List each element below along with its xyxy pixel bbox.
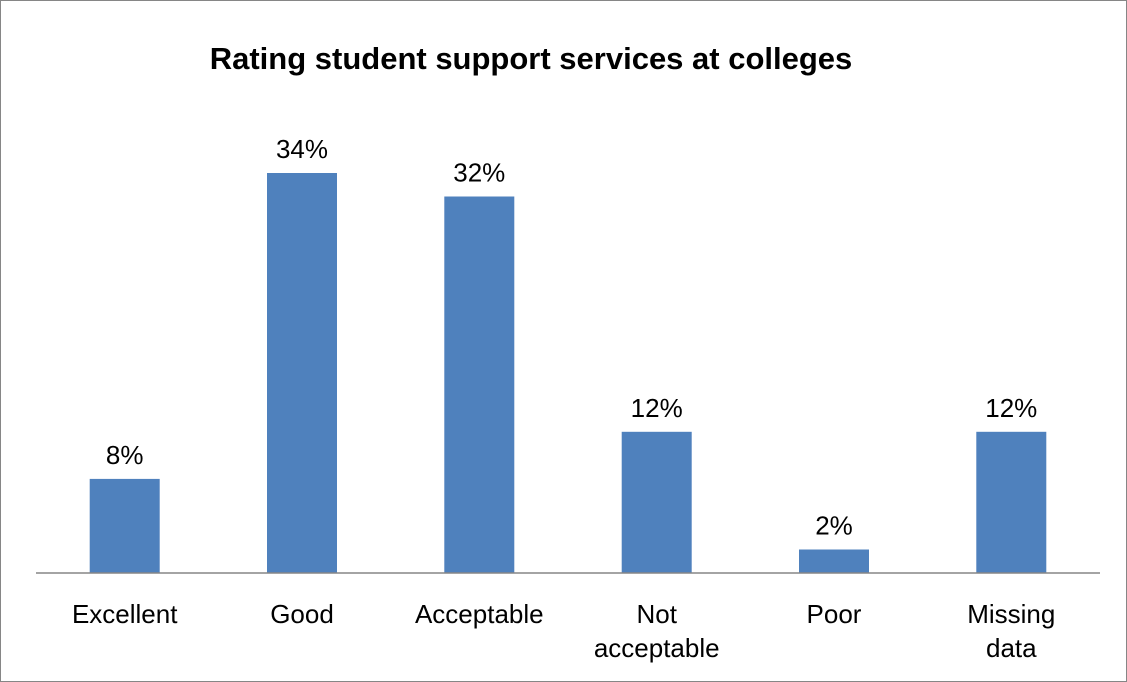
data-label: 34% <box>276 134 328 164</box>
category-label: acceptable <box>594 633 720 663</box>
category-label: data <box>986 633 1037 663</box>
data-label: 12% <box>631 393 683 423</box>
data-label: 2% <box>815 511 853 541</box>
bar <box>976 431 1047 573</box>
data-label: 32% <box>453 158 505 188</box>
data-label: 8% <box>106 440 144 470</box>
category-labels-group: Excellent Good Acceptable Not acceptable Poor… <box>72 599 1055 663</box>
data-labels-group: 8% 34% 32% 12% 2% 12% <box>106 134 1037 541</box>
category-label: Missing <box>967 599 1055 629</box>
bar <box>89 478 160 573</box>
category-label: Excellent <box>72 599 178 629</box>
bars-group <box>89 173 1047 573</box>
bar <box>267 173 337 573</box>
bar <box>444 196 515 573</box>
chart-title: Rating student support services at colle… <box>210 41 853 76</box>
category-label: Not <box>636 599 677 629</box>
bar <box>621 431 692 573</box>
data-label: 12% <box>985 393 1037 423</box>
category-label: Good <box>270 599 334 629</box>
category-label: Poor <box>807 599 862 629</box>
bar <box>799 549 869 573</box>
category-label: Acceptable <box>415 599 544 629</box>
